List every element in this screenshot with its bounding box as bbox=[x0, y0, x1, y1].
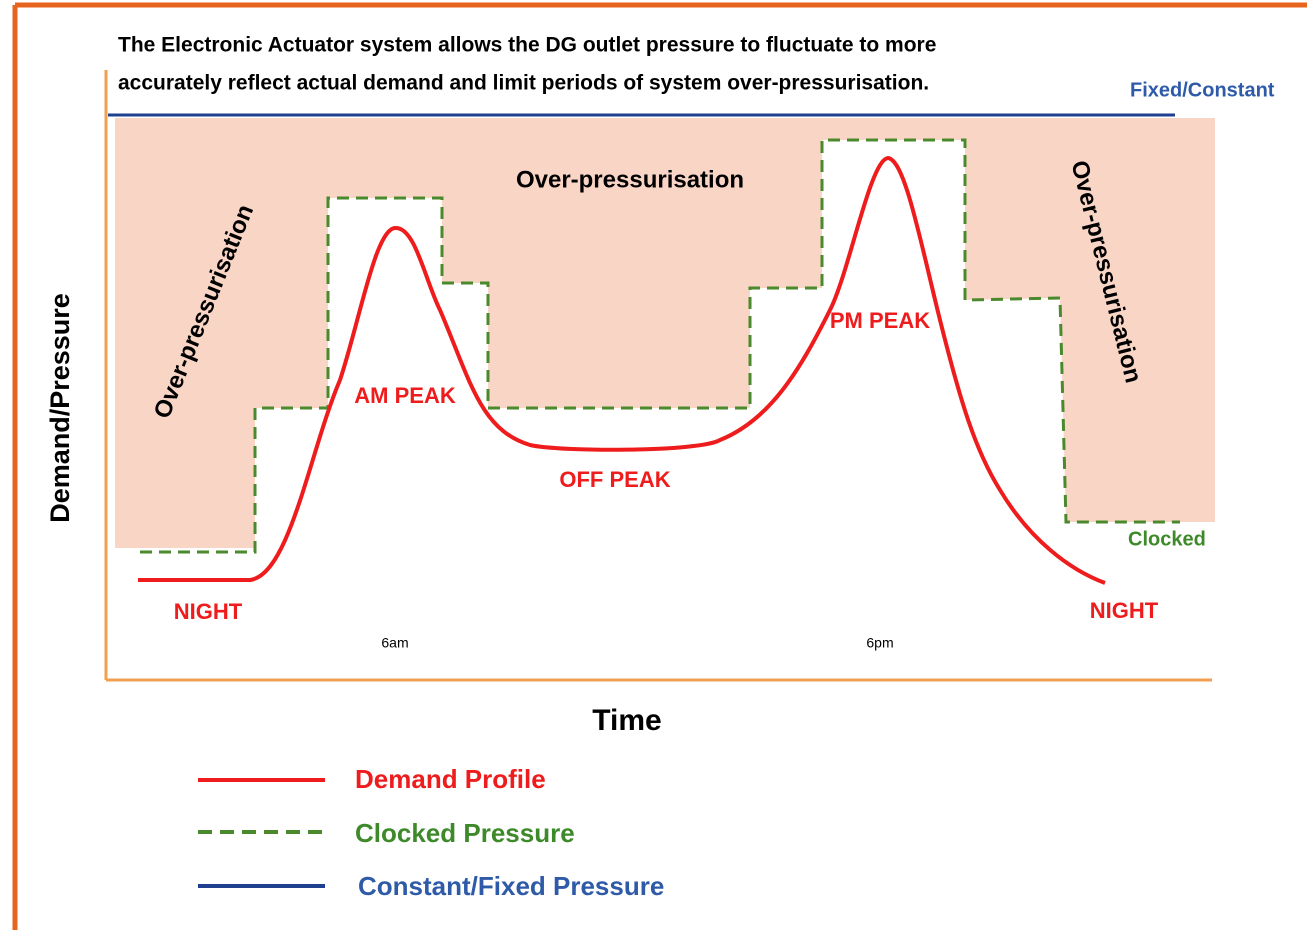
title-line: accurately reflect actual demand and lim… bbox=[118, 72, 929, 95]
region-label: Over-pressurisation bbox=[516, 166, 744, 193]
y-axis-label: Demand/Pressure bbox=[45, 293, 75, 523]
period-label: NIGHT bbox=[174, 599, 243, 624]
over-pressure-area bbox=[115, 118, 1215, 548]
clocked-label: Clocked bbox=[1128, 528, 1206, 550]
period-label: AM PEAK bbox=[354, 383, 456, 408]
period-label: NIGHT bbox=[1090, 598, 1159, 623]
time-label: 6am bbox=[381, 635, 408, 651]
legend-label: Demand Profile bbox=[355, 764, 546, 794]
time-label: 6pm bbox=[866, 635, 893, 651]
clocked-pressure-line bbox=[140, 138, 1180, 554]
x-axis-label: Time bbox=[592, 704, 661, 737]
title-line: The Electronic Actuator system allows th… bbox=[118, 34, 936, 57]
legend-label: Clocked Pressure bbox=[355, 818, 575, 848]
period-label: OFF PEAK bbox=[559, 467, 670, 492]
demand-curve bbox=[138, 155, 1106, 585]
period-label: PM PEAK bbox=[830, 308, 930, 333]
fixed-label: Fixed/Constant bbox=[1130, 79, 1275, 101]
legend-label: Constant/Fixed Pressure bbox=[358, 871, 664, 901]
